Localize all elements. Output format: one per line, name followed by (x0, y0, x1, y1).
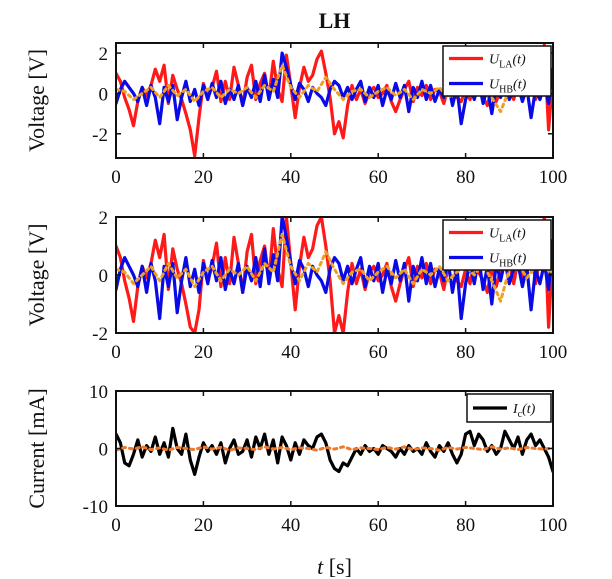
x-tick-label: 20 (194, 342, 213, 363)
y-axis-label: Current [mA] (24, 388, 49, 508)
x-tick-label: 0 (111, 167, 121, 188)
x-tick-label: 20 (194, 515, 213, 536)
x-tick-label: 40 (281, 342, 300, 363)
legend-entry: ULA(t) (489, 53, 526, 71)
x-tick-label: 80 (456, 167, 475, 188)
x-tick-label: 40 (281, 167, 300, 188)
x-tick-label: 100 (539, 515, 568, 536)
x-tick-label: 20 (194, 167, 213, 188)
x-tick-label: 100 (539, 167, 568, 188)
legend-entry: Ic(t) (512, 402, 536, 420)
y-tick-label: 0 (99, 84, 109, 105)
y-axis-label: Voltage [V] (24, 49, 49, 152)
x-tick-label: 0 (111, 342, 121, 363)
series-group (116, 426, 553, 476)
axes-box (115, 42, 554, 159)
x-tick-label: 40 (281, 515, 300, 536)
y-tick-label: -10 (83, 497, 108, 518)
y-tick-label: 2 (99, 44, 109, 65)
x-tick-label: 80 (456, 342, 475, 363)
y-tick-label: 2 (99, 208, 109, 229)
legend-box (442, 219, 552, 271)
chart-title: LH (319, 8, 351, 33)
y-axis-label: Voltage [V] (24, 224, 49, 327)
x-tick-label: 60 (369, 515, 388, 536)
y-tick-label: 0 (99, 440, 109, 461)
series-line-dashed (116, 445, 553, 452)
legend: Ic(t) (466, 393, 552, 423)
y-tick-label: -2 (92, 125, 108, 146)
x-axis-label: t [s] (317, 554, 352, 579)
legend-box (442, 45, 552, 97)
y-tick-label: 0 (99, 266, 109, 287)
legend-entry: UHB(t) (489, 252, 527, 270)
series-line-ict (116, 426, 553, 476)
x-tick-label: 60 (369, 342, 388, 363)
y-tick-label: 10 (89, 382, 108, 403)
x-tick-label: 80 (456, 515, 475, 536)
legend: ULA(t) UHB(t) (442, 45, 552, 97)
legend: ULA(t) UHB(t) (442, 219, 552, 271)
y-tick-label: -2 (92, 324, 108, 345)
x-tick-label: 100 (539, 342, 568, 363)
x-tick-label: 0 (111, 515, 121, 536)
legend-entry: ULA(t) (489, 227, 526, 245)
series-line-dashed (116, 232, 553, 303)
x-tick-label: 60 (369, 167, 388, 188)
legend-entry: UHB(t) (489, 78, 527, 96)
